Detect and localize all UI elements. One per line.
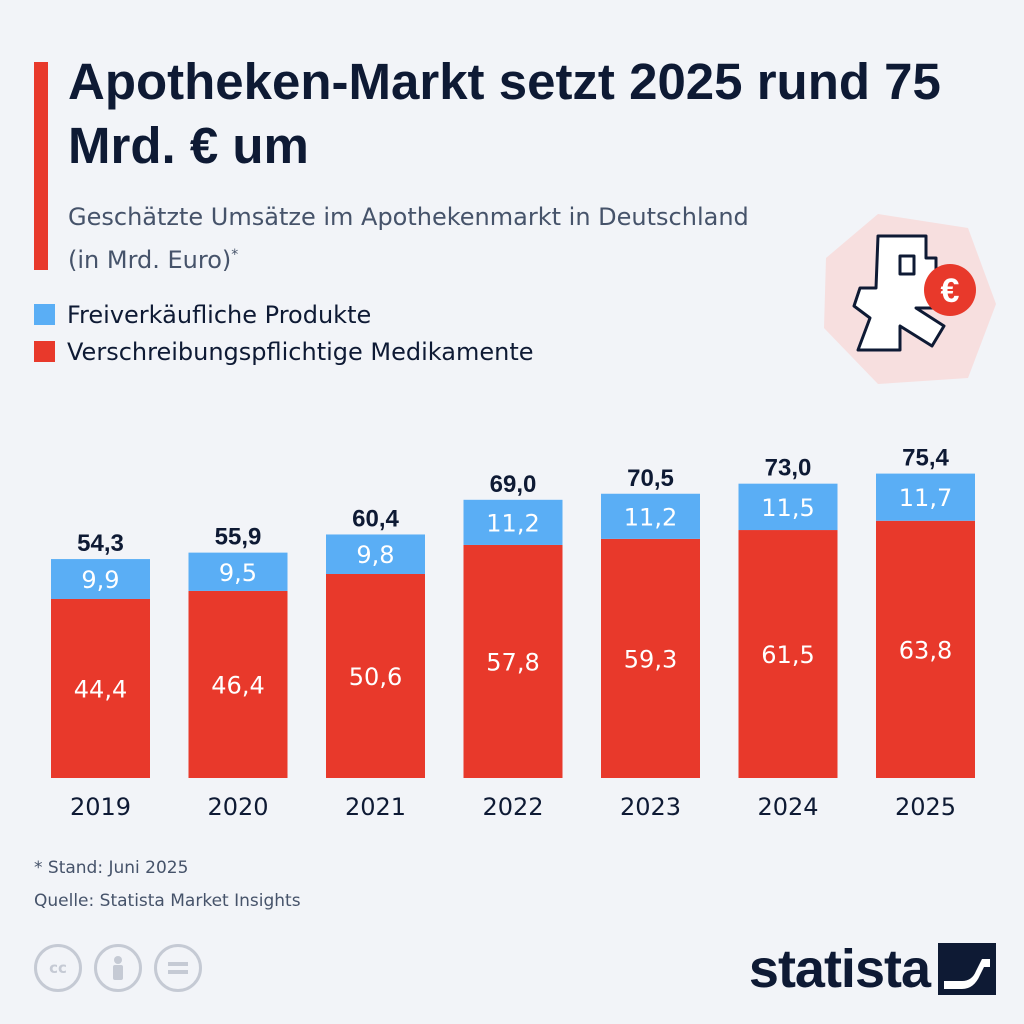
legend-swatch-prescription xyxy=(34,341,55,362)
stacked-bar-chart: 44,4 9,9 54,3 2019 46,4 9,5 55,9 2020 50,6 9,8 60,… xyxy=(51,445,975,821)
x-tick-2021: 2021 xyxy=(345,793,406,821)
statista-logo-icon xyxy=(938,943,996,995)
label-total-2019: 54,3 xyxy=(77,530,124,557)
label-otc-2019: 9,9 xyxy=(81,566,119,594)
bar-prescription-2021 xyxy=(326,573,425,778)
bar-prescription-2020 xyxy=(188,590,288,778)
legend-label-prescription: Verschreibungspflichtige Medikamente xyxy=(67,337,534,366)
label-otc-2024: 11,5 xyxy=(761,494,814,522)
label-prescription-2021: 50,6 xyxy=(349,663,402,691)
bar-prescription-2019 xyxy=(51,598,150,778)
page-title: Apotheken-Markt setzt 2025 rund 75 Mrd. … xyxy=(68,53,941,174)
label-total-2020: 55,9 xyxy=(215,524,262,551)
label-otc-2025: 11,7 xyxy=(899,484,952,512)
label-otc-2020: 9,5 xyxy=(219,559,257,587)
label-otc-2022: 11,2 xyxy=(486,509,539,537)
bar-prescription-2025 xyxy=(876,520,975,778)
label-total-2022: 69,0 xyxy=(490,471,537,498)
label-otc-2021: 9,8 xyxy=(356,541,394,569)
subtitle-footnote-mark: * xyxy=(231,247,239,263)
label-otc-2023: 11,2 xyxy=(624,503,677,531)
chart-footer: * Stand: Juni 2025 Quelle: Statista Mark… xyxy=(34,852,301,918)
label-total-2023: 70,5 xyxy=(627,465,674,492)
label-prescription-2024: 61,5 xyxy=(761,641,814,669)
bar-otc-2022 xyxy=(463,499,563,545)
badge-euro-symbol: € xyxy=(941,272,960,310)
legend-item-prescription: Verschreibungspflichtige Medikamente xyxy=(34,333,534,370)
cc-icon[interactable]: cc xyxy=(34,944,82,992)
label-prescription-2023: 59,3 xyxy=(624,645,677,673)
x-tick-2022: 2022 xyxy=(482,793,543,821)
legend-item-otc: Freiverkäufliche Produkte xyxy=(34,296,534,333)
label-prescription-2025: 63,8 xyxy=(899,636,952,664)
chart-subtitle: Geschätzte Umsätze im Apothekenmarkt in … xyxy=(68,198,768,279)
logo-wordmark: statista xyxy=(748,939,931,999)
label-total-2024: 73,0 xyxy=(765,455,812,482)
source-text: Quelle: Statista Market Insights xyxy=(34,891,301,911)
x-tick-2019: 2019 xyxy=(70,793,131,821)
legend-label-otc: Freiverkäufliche Produkte xyxy=(67,300,372,329)
pharmacy-euro-icon: € xyxy=(824,214,996,384)
x-tick-2024: 2024 xyxy=(757,793,818,821)
by-person-icon[interactable] xyxy=(94,944,142,992)
label-prescription-2020: 46,4 xyxy=(211,671,264,699)
chart-legend: Freiverkäufliche Produkte Verschreibungs… xyxy=(34,296,534,370)
x-tick-2020: 2020 xyxy=(207,793,268,821)
bar-otc-2020 xyxy=(188,552,288,591)
label-prescription-2022: 57,8 xyxy=(486,648,539,676)
bar-otc-2023 xyxy=(601,493,700,539)
bar-otc-2025 xyxy=(876,473,975,521)
bar-prescription-2023 xyxy=(601,538,700,778)
label-prescription-2019: 44,4 xyxy=(74,675,127,703)
bar-otc-2024 xyxy=(738,483,838,531)
bar-otc-2021 xyxy=(326,534,425,574)
subtitle-text: Geschätzte Umsätze im Apothekenmarkt in … xyxy=(68,203,749,274)
nd-equal-icon[interactable] xyxy=(154,944,202,992)
bar-prescription-2024 xyxy=(738,530,838,778)
statista-logo[interactable]: statista xyxy=(749,938,996,1000)
x-tick-2023: 2023 xyxy=(620,793,681,821)
license-icons: cc xyxy=(34,944,202,992)
label-total-2021: 60,4 xyxy=(352,505,399,532)
x-tick-2025: 2025 xyxy=(895,793,956,821)
footnote-text: * Stand: Juni 2025 xyxy=(34,858,189,878)
bar-otc-2019 xyxy=(51,559,150,599)
label-total-2025: 75,4 xyxy=(902,445,949,472)
legend-swatch-otc xyxy=(34,304,55,325)
bar-prescription-2022 xyxy=(463,544,563,778)
title-accent-bar xyxy=(34,62,48,270)
